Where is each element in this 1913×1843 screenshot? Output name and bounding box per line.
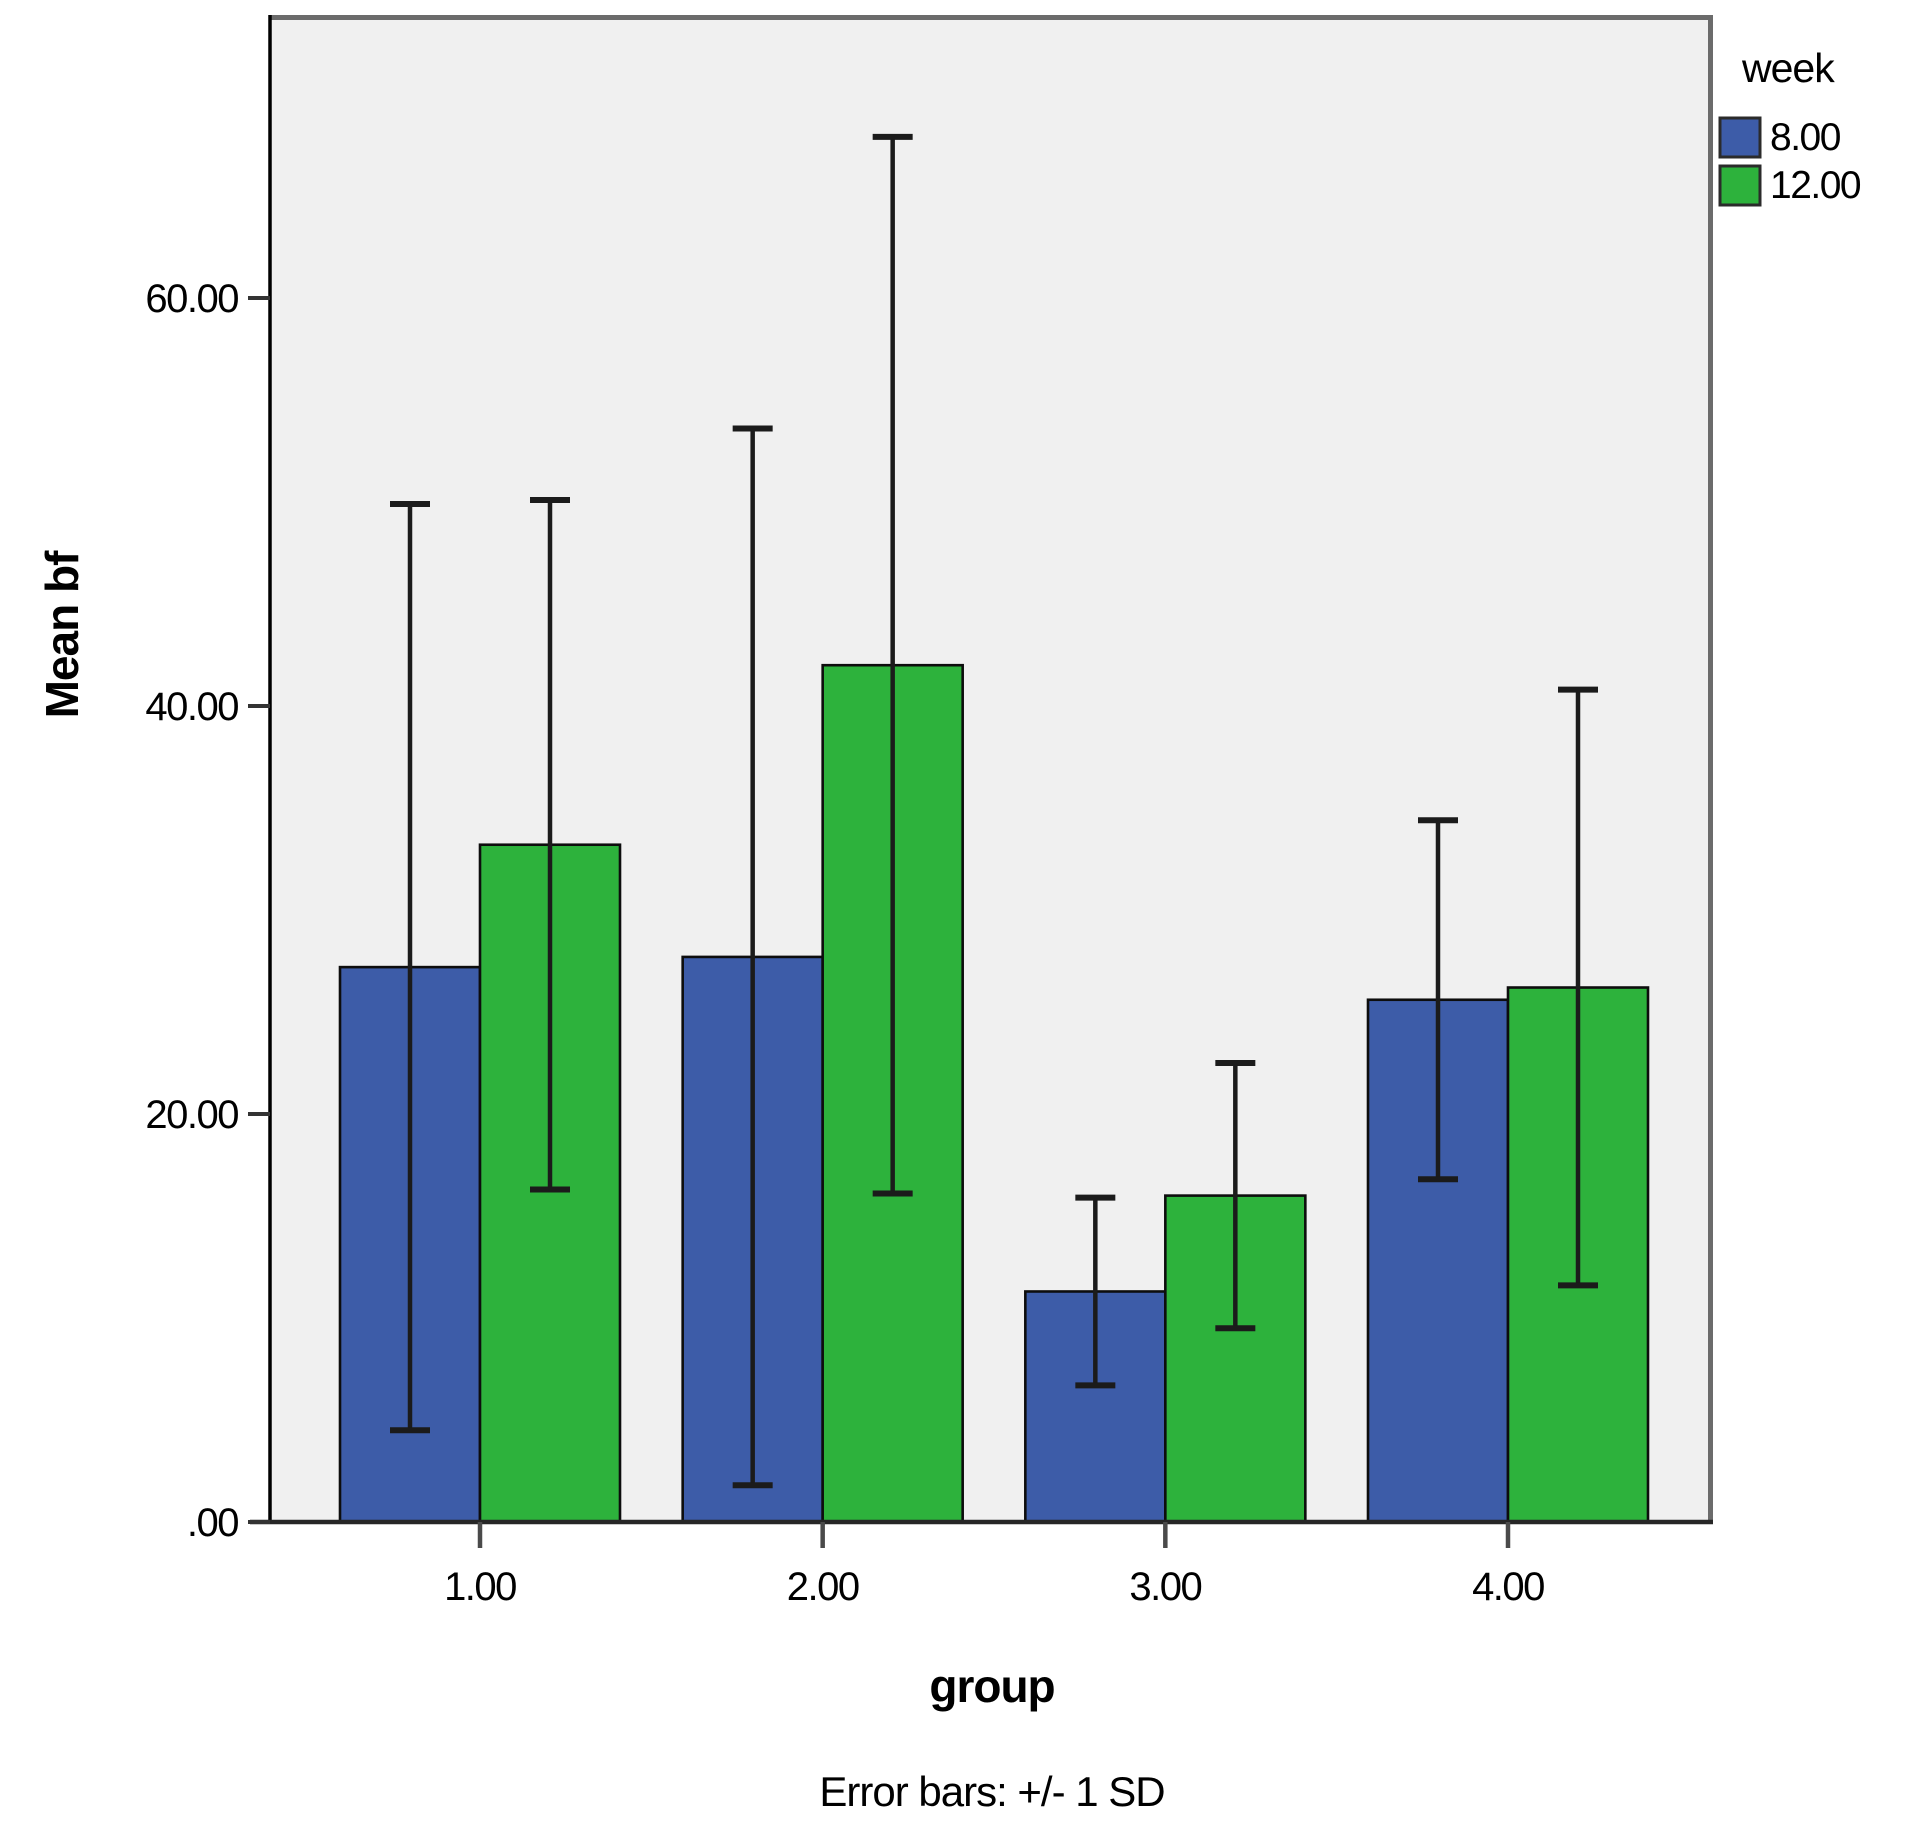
x-tick-label-4.00: 4.00 xyxy=(1472,1565,1544,1609)
error-bar-group2-week8.00 xyxy=(732,425,773,1489)
error-bar-group1-week12.00 xyxy=(530,496,570,1193)
y-tick-label-.00: .00 xyxy=(187,1501,238,1545)
y-tick-label-20.00: 20.00 xyxy=(145,1093,238,1137)
y-tick-label-60.00: 60.00 xyxy=(145,277,238,321)
legend-swatch-8.00 xyxy=(1718,116,1762,159)
error-bar-group4-week12.00 xyxy=(1558,686,1598,1289)
error-bar-group3-week8.00 xyxy=(1075,1194,1116,1389)
error-bar-group1-week8.00 xyxy=(390,501,430,1434)
x-tick-label-2.00: 2.00 xyxy=(787,1565,859,1609)
x-tick-label-3.00: 3.00 xyxy=(1129,1565,1201,1609)
error-bar-group2-week12.00 xyxy=(872,133,913,1197)
legend-label-12.00: 12.00 xyxy=(1770,164,1861,207)
legend-entry-week12.00: 12.00 xyxy=(1718,164,1862,207)
x-tick-label-1.00: 1.00 xyxy=(444,1565,516,1609)
y-axis-title: Mean bf xyxy=(36,550,88,718)
legend-title: week xyxy=(1741,45,1835,91)
error-bars-caption: Error bars: +/- 1 SD xyxy=(819,1768,1164,1815)
legend-label-8.00: 8.00 xyxy=(1770,116,1841,159)
y-tick-label-40.00: 40.00 xyxy=(145,685,238,729)
error-bar-group4-week8.00 xyxy=(1418,817,1458,1183)
x-axis-title: group xyxy=(929,1660,1054,1712)
error-bar-group3-week12.00 xyxy=(1215,1060,1256,1332)
legend: 8.00 12.00 xyxy=(1718,116,1862,207)
legend-entry-week8.00: 8.00 xyxy=(1718,116,1842,159)
legend-swatch-12.00 xyxy=(1718,164,1762,207)
